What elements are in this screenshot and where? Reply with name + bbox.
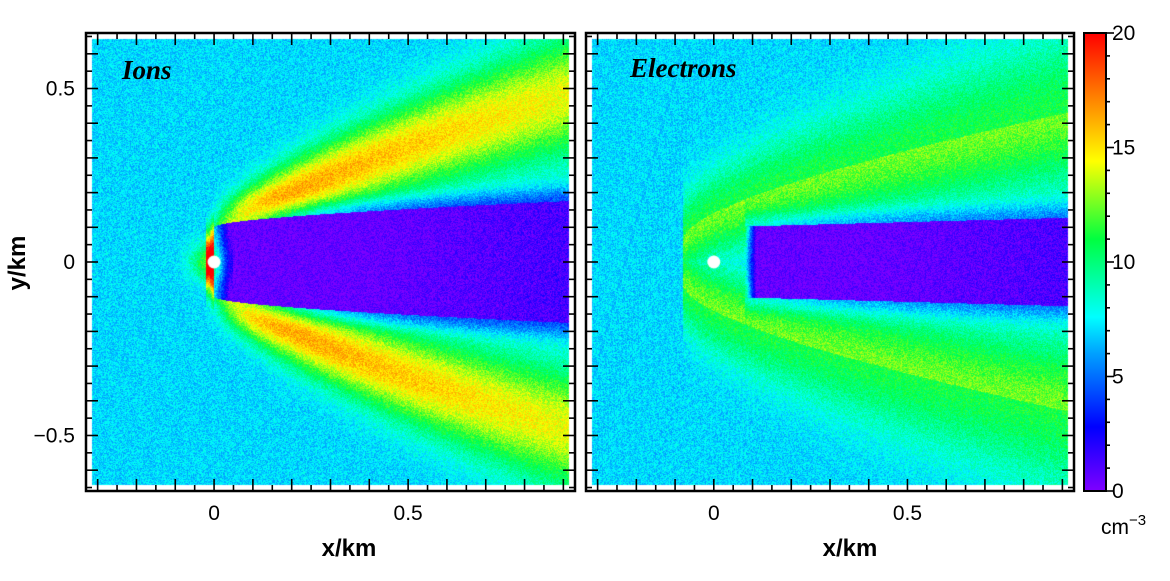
electrons-x-axis-label: x/km	[823, 535, 878, 562]
electrons-x-tick-label: 0	[708, 502, 720, 525]
colorbar: 20 15 10 5 0 cm−3	[1083, 22, 1146, 539]
ions-density-map	[86, 33, 575, 491]
ions-x-tick-label: 0.5	[394, 502, 423, 525]
ions-y-tick-label: 0.5	[46, 78, 75, 101]
colorbar-gradient	[1083, 32, 1107, 492]
colorbar-unit-base: cm	[1101, 516, 1129, 539]
ions-x-tick-label: 0	[208, 502, 220, 525]
colorbar-tick-label: 20	[1112, 22, 1135, 45]
y-axis-label: y/km	[4, 236, 31, 291]
colorbar-tick-label: 0	[1112, 480, 1124, 503]
electrons-panel-title: Electrons	[629, 53, 737, 83]
ions-x-axis-label: x/km	[322, 535, 377, 562]
colorbar-tick-label: 5	[1112, 366, 1124, 389]
colorbar-tick-label: 15	[1112, 137, 1135, 160]
colorbar-tick-label: 10	[1112, 251, 1135, 274]
ions-axes: 0 0.5 0.5 0 −0.5	[34, 33, 575, 525]
panel-electrons: Electrons 0 0.5	[584, 31, 1076, 525]
ions-panel-title: Ions	[121, 55, 172, 85]
colorbar-unit-label: cm−3	[1101, 512, 1146, 539]
electrons-axes: 0 0.5	[586, 33, 1074, 525]
ions-y-tick-label: −0.5	[34, 424, 75, 447]
colorbar-unit-exponent: −3	[1129, 512, 1146, 529]
ions-y-tick-label: 0	[63, 251, 75, 274]
colorbar-ticks: 20 15 10 5 0	[1106, 22, 1135, 503]
electrons-x-tick-label: 0.5	[893, 502, 922, 525]
electrons-density-map	[586, 33, 1074, 491]
panel-ions: Ions 0 0.5 0.5 0 −0.5	[34, 31, 577, 525]
